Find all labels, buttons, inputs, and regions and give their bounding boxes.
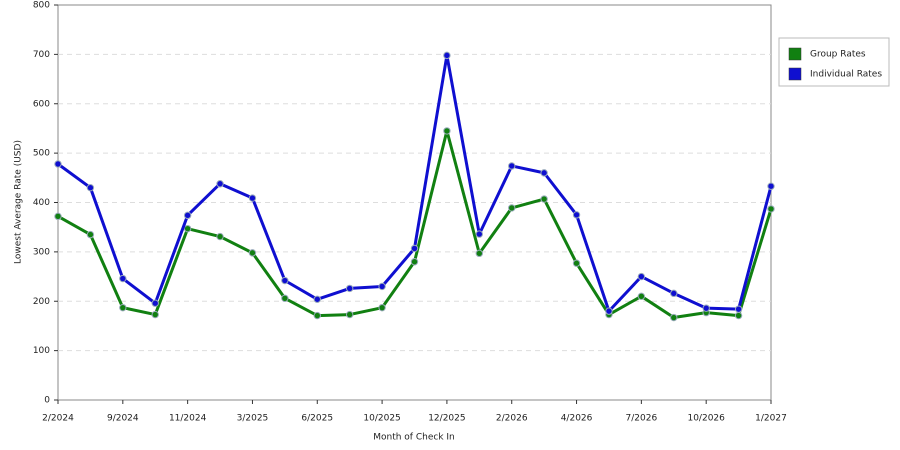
x-axis-label: Month of Check In (373, 433, 455, 443)
y-tick-label: 300 (33, 247, 50, 257)
y-tick-label: 700 (33, 50, 50, 60)
point (313, 311, 321, 320)
x-tick-label: 12/2025 (428, 414, 465, 424)
point (345, 284, 354, 293)
point (281, 294, 289, 302)
point (378, 303, 386, 312)
x-tick-label: 9/2024 (107, 414, 139, 424)
point (248, 194, 257, 202)
x-tick-label: 6/2025 (301, 414, 333, 424)
point (54, 160, 62, 168)
point (572, 211, 581, 219)
point (767, 205, 775, 213)
y-axis-label: Lowest Average Rate (USD) (14, 140, 24, 264)
x-tick-label: 11/2024 (169, 414, 207, 424)
point (670, 313, 678, 322)
point (637, 292, 646, 301)
point (410, 258, 419, 266)
point (475, 230, 484, 238)
point (54, 212, 62, 221)
point (86, 183, 95, 192)
x-tick-label: 2/2024 (42, 414, 74, 424)
point (670, 289, 678, 298)
point (281, 276, 289, 285)
legend-label: Group Rates (810, 50, 866, 60)
y-tick-label: 100 (33, 346, 50, 356)
y-tick-label: 200 (33, 297, 50, 307)
x-tick-label: 7/2026 (626, 414, 658, 424)
y-tick-label: 400 (33, 198, 50, 208)
point (637, 272, 646, 281)
legend-swatch (788, 67, 802, 81)
point (183, 211, 192, 220)
point (216, 180, 224, 188)
point (216, 232, 224, 241)
point (734, 305, 743, 313)
point (119, 303, 127, 312)
x-tick-label: 1/2027 (755, 414, 787, 424)
y-tick-label: 600 (33, 99, 50, 109)
point (443, 127, 451, 135)
point (410, 244, 419, 253)
x-tick-label: 10/2026 (687, 414, 725, 424)
point (572, 259, 581, 267)
point (183, 224, 192, 233)
point (508, 204, 516, 212)
point (443, 51, 451, 60)
point (151, 299, 159, 307)
y-tick-label: 800 (33, 1, 50, 11)
x-tick-label: 10/2025 (363, 414, 400, 424)
point (86, 230, 95, 239)
point (702, 304, 710, 312)
y-tick-label: 0 (44, 396, 50, 406)
point (605, 307, 613, 315)
x-tick-label: 3/2025 (237, 414, 269, 424)
point (540, 169, 548, 177)
point (119, 274, 127, 283)
point (313, 295, 321, 303)
point (767, 182, 775, 190)
legend-swatch (788, 47, 802, 61)
legend-label: Individual Rates (810, 70, 882, 80)
point (540, 195, 548, 203)
y-tick-label: 500 (33, 149, 50, 159)
point (378, 282, 386, 291)
x-tick-label: 2/2026 (496, 414, 528, 424)
point (151, 310, 159, 319)
x-tick-label: 4/2026 (561, 414, 593, 424)
point (345, 310, 354, 319)
point (475, 249, 484, 258)
point (734, 311, 743, 320)
point (508, 162, 516, 170)
point (248, 249, 257, 257)
